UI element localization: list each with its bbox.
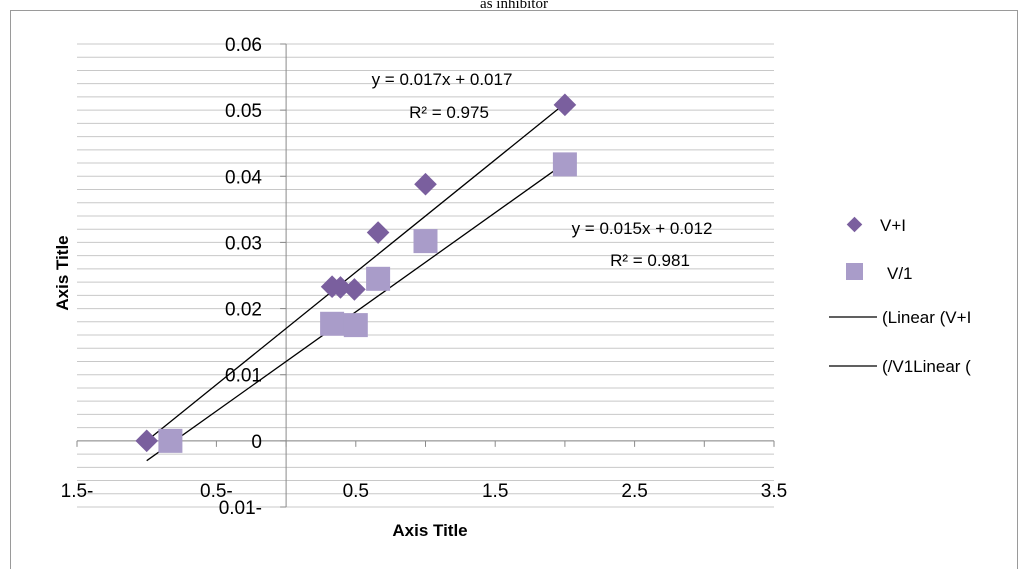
y-axis-title: Axis Title xyxy=(53,235,72,310)
y-tick-label: 0.03 xyxy=(225,233,262,254)
gridlines xyxy=(77,43,774,508)
legend-label-v-plus-i: V+I xyxy=(880,216,906,235)
diamond-marker xyxy=(135,429,159,453)
y-tick-label: 0.05 xyxy=(225,101,262,122)
legend-label-linear-v-plus-i: (Linear (V+I xyxy=(882,308,971,327)
square-marker xyxy=(366,266,391,291)
y-tick-label: 0.01 xyxy=(225,366,262,387)
trendline xyxy=(146,103,566,442)
y-tick-label: 0.06 xyxy=(225,35,262,56)
diamond-marker xyxy=(343,278,366,301)
trendline xyxy=(146,162,566,462)
axes xyxy=(76,43,775,508)
chart-title-fragment: as inhibitor xyxy=(480,0,548,12)
x-tick-label: 3.5 xyxy=(761,481,787,502)
diamond-marker xyxy=(366,221,390,244)
legend-label-linear-v1: (/V1Linear ( xyxy=(882,357,971,376)
y-tick-label: 0.04 xyxy=(225,167,262,188)
trendlines xyxy=(146,103,566,462)
trendline-r2-2: R² = 0.981 xyxy=(610,251,690,270)
legend: V+I V/1 (Linear (V+I (/V1Linear ( xyxy=(829,216,971,376)
x-tick-label: 1.5 xyxy=(482,481,508,502)
diamond-marker xyxy=(329,276,352,299)
x-tick-label: 1.5- xyxy=(61,481,94,502)
x-tick-label: 0.5- xyxy=(200,481,233,502)
x-tick-label: 0.5 xyxy=(343,481,369,502)
diamond-marker xyxy=(553,93,577,117)
square-marker xyxy=(413,229,438,254)
trendline-equation-1: y = 0.017x + 0.017 xyxy=(372,70,513,89)
y-tick-label: 0 xyxy=(251,432,262,453)
chart-frame xyxy=(10,10,1018,569)
x-axis-title: Axis Title xyxy=(392,521,467,540)
x-tick-label: 2.5 xyxy=(621,481,647,502)
square-marker xyxy=(343,313,368,338)
square-marker xyxy=(320,311,345,336)
y-tick-label: 0.01- xyxy=(219,498,262,519)
tick-labels: 1.5- 0.5- 0.5 1.5 2.5 3.5 0.01- 0 0.01 0.02 0.03 0.… xyxy=(61,35,788,519)
trendline-equation-2: y = 0.015x + 0.012 xyxy=(572,219,713,238)
y-tick-label: 0.02 xyxy=(225,300,262,321)
legend-label-v-slash-1: V/1 xyxy=(887,264,913,283)
trendline-r2-1: R² = 0.975 xyxy=(409,103,489,122)
legend-marker-v-plus-i xyxy=(846,216,863,233)
square-marker xyxy=(552,152,577,177)
legend-marker-v-slash-1 xyxy=(846,263,863,280)
square-marker xyxy=(158,428,183,453)
